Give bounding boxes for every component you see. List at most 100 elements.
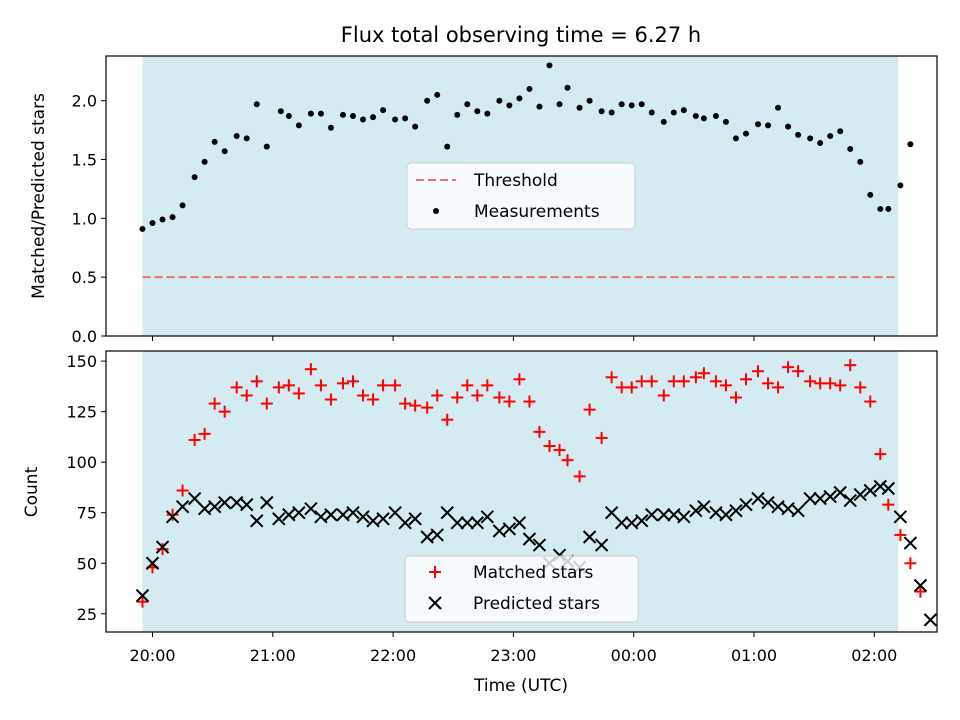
measurement-point xyxy=(576,104,583,111)
predicted-star-point xyxy=(480,510,495,524)
measurement-point xyxy=(722,118,729,125)
matched-star-point xyxy=(336,377,349,390)
matched-star-point xyxy=(844,359,857,372)
measurement-point xyxy=(648,109,655,116)
measurement-point xyxy=(817,140,824,147)
matched-star-point xyxy=(240,389,253,402)
measurement-point xyxy=(464,101,471,108)
predicted-star-point xyxy=(346,506,360,520)
measurement-point xyxy=(424,97,431,104)
count-x-tick-label: 21:00 xyxy=(250,646,296,665)
matched-star-point xyxy=(762,377,775,390)
predicted-star-point xyxy=(314,510,328,524)
predicted-star-point xyxy=(272,512,286,526)
matched-star-point xyxy=(198,427,211,440)
measurement-point xyxy=(526,85,533,92)
matched-star-point xyxy=(357,389,370,402)
measurement-point xyxy=(885,205,892,212)
measurement-point xyxy=(380,107,387,114)
measurement-point xyxy=(638,101,645,108)
matched-star-point xyxy=(260,397,273,410)
measurement-point xyxy=(285,113,292,119)
predicted-star-point xyxy=(751,491,765,506)
predicted-star-point xyxy=(614,516,629,530)
count-y-axis: 25 50 75 100 125 150 xyxy=(66,352,106,624)
measurement-point xyxy=(339,111,346,118)
matched-star-point xyxy=(914,585,927,598)
predicted-star-point xyxy=(729,503,743,518)
measurement-point xyxy=(618,101,625,108)
matched-star-point xyxy=(493,391,506,404)
predicted-star-point xyxy=(791,503,805,518)
measurement-point xyxy=(628,102,635,109)
measurement-point xyxy=(907,141,914,148)
predicted-star-point xyxy=(230,495,244,510)
measurement-point xyxy=(765,122,772,129)
count-x-axis: 20:00 21:00 22:00 23:00 00:00 01:00 02:00 xyxy=(129,632,897,665)
matched-star-point xyxy=(709,375,722,388)
matched-star-point xyxy=(667,375,680,388)
predicted-star-point xyxy=(923,613,938,627)
measurement-point xyxy=(692,113,699,119)
predicted-star-point xyxy=(667,508,681,522)
count-y-tick-label: 50 xyxy=(77,554,97,573)
measurement-point xyxy=(775,104,782,111)
matched-star-point xyxy=(752,365,765,378)
measurement-point xyxy=(307,110,314,117)
matched-star-point xyxy=(176,484,189,497)
predicted-star-point xyxy=(863,483,877,498)
matched-star-point xyxy=(166,508,179,521)
legend-predicted-label: Predicted stars xyxy=(473,594,600,614)
measurement-point xyxy=(877,205,884,212)
predicted-star-point xyxy=(460,516,474,530)
count-y-tick-label: 25 xyxy=(77,605,97,624)
matched-star-point xyxy=(156,543,169,556)
measurement-point xyxy=(327,124,334,131)
measurement-point xyxy=(211,138,218,145)
predicted-star-point xyxy=(594,538,609,552)
matched-star-point xyxy=(377,379,390,392)
measurement-point xyxy=(556,101,563,108)
predicted-star-point xyxy=(197,501,212,516)
matched-star-point xyxy=(250,375,263,388)
measurement-point xyxy=(402,115,409,122)
matched-star-point xyxy=(523,395,536,408)
matched-star-point xyxy=(894,528,907,541)
matched-star-point xyxy=(904,557,917,570)
predicted-star-point xyxy=(813,491,827,506)
matched-star-point xyxy=(625,381,638,394)
figure-title: Flux total observing time = 6.27 h xyxy=(341,23,701,47)
predicted-star-point xyxy=(645,508,659,522)
legend-measurements-swatch xyxy=(433,208,439,214)
predicted-star-point xyxy=(165,510,180,524)
count-y-tick-label: 125 xyxy=(66,403,97,422)
matched-star-point xyxy=(689,371,702,384)
matched-star-point xyxy=(605,371,618,384)
predicted-star-point xyxy=(881,481,896,496)
count-panel: 25 50 75 100 125 150 20:00 21:00 22:00 23:00 00:0… xyxy=(22,350,938,696)
matched-star-point xyxy=(553,444,566,457)
measurement-point xyxy=(277,108,284,115)
matched-star-point xyxy=(573,470,586,483)
matched-star-point xyxy=(272,381,285,394)
measurement-point xyxy=(755,121,762,128)
measurement-point xyxy=(598,108,605,115)
count-x-tick-label: 22:00 xyxy=(370,646,416,665)
matched-star-point xyxy=(561,454,574,467)
matched-star-point xyxy=(421,401,434,414)
predicted-star-point xyxy=(635,514,649,528)
count-legend: Matched stars Predicted stars xyxy=(404,555,639,623)
predicted-star-point xyxy=(771,499,785,514)
predicted-star-point xyxy=(582,530,597,544)
predicted-star-point xyxy=(145,556,160,570)
ratio-plot-area xyxy=(139,62,914,279)
count-x-tick-label: 00:00 xyxy=(611,646,657,665)
predicted-star-point xyxy=(217,495,232,510)
measurement-point xyxy=(847,145,854,152)
predicted-star-point xyxy=(604,506,619,520)
measurement-point xyxy=(350,113,356,119)
matched-star-point xyxy=(292,387,305,400)
matched-star-point xyxy=(218,405,231,418)
predicted-star-point xyxy=(408,512,422,526)
predicted-star-point xyxy=(187,491,202,506)
